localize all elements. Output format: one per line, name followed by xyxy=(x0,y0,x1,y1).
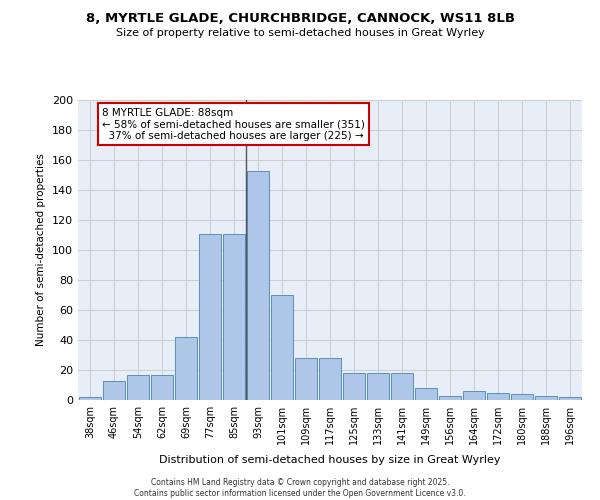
Text: Size of property relative to semi-detached houses in Great Wyrley: Size of property relative to semi-detach… xyxy=(116,28,484,38)
Text: Contains HM Land Registry data © Crown copyright and database right 2025.
Contai: Contains HM Land Registry data © Crown c… xyxy=(134,478,466,498)
Bar xyxy=(175,337,197,400)
Bar xyxy=(199,234,221,400)
Bar xyxy=(151,374,173,400)
Bar xyxy=(439,396,461,400)
Bar xyxy=(223,234,245,400)
X-axis label: Distribution of semi-detached houses by size in Great Wyrley: Distribution of semi-detached houses by … xyxy=(159,456,501,466)
Text: 8, MYRTLE GLADE, CHURCHBRIDGE, CANNOCK, WS11 8LB: 8, MYRTLE GLADE, CHURCHBRIDGE, CANNOCK, … xyxy=(86,12,515,26)
Bar xyxy=(487,392,509,400)
Bar xyxy=(535,396,557,400)
Bar xyxy=(415,388,437,400)
Bar xyxy=(79,397,101,400)
Bar xyxy=(319,358,341,400)
Bar xyxy=(391,373,413,400)
Bar xyxy=(367,373,389,400)
Bar xyxy=(271,295,293,400)
Bar xyxy=(103,380,125,400)
Bar xyxy=(463,391,485,400)
Bar xyxy=(343,373,365,400)
Text: 8 MYRTLE GLADE: 88sqm
← 58% of semi-detached houses are smaller (351)
  37% of s: 8 MYRTLE GLADE: 88sqm ← 58% of semi-deta… xyxy=(102,108,365,140)
Bar xyxy=(559,397,581,400)
Bar xyxy=(511,394,533,400)
Bar xyxy=(127,374,149,400)
Bar xyxy=(295,358,317,400)
Bar xyxy=(247,170,269,400)
Y-axis label: Number of semi-detached properties: Number of semi-detached properties xyxy=(37,154,46,346)
